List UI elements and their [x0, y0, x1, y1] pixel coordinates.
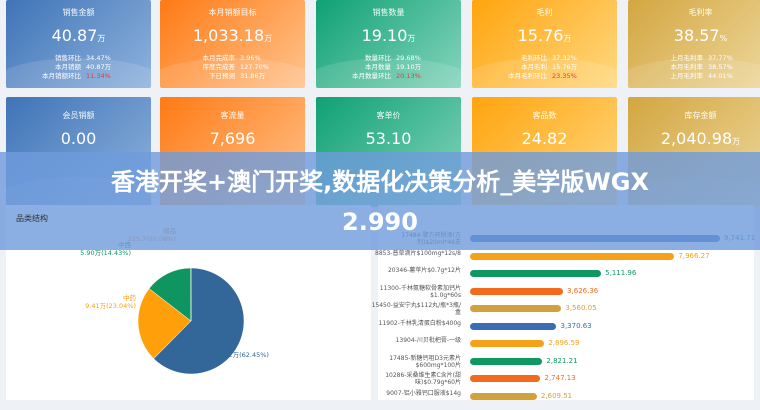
- bar[interactable]: [470, 375, 540, 382]
- bar-label: 11300-千林氨糖软骨素加钙片$1.0g*60s: [366, 285, 461, 299]
- bar-value: 3,560.05: [565, 304, 596, 312]
- kpi-value: 19.10万: [316, 26, 461, 45]
- kpi-title: 销售数量: [316, 7, 461, 18]
- bar-label: 11902-千林乳清蛋白粉$400g: [366, 320, 461, 327]
- kpi-value: 1,033.18万: [160, 26, 305, 45]
- bar-label: 13904-川贝枇杷膏-一级: [366, 337, 461, 344]
- overlay-banner: 香港开奖+澳门开奖,数据化决策分析_美学版WGX 2.990: [0, 152, 760, 250]
- bar[interactable]: [470, 288, 563, 295]
- pie-label: 西药: [214, 342, 228, 351]
- bar-label: 17485-新糖钙咀D3元素片$600mg*100片: [366, 355, 461, 369]
- pie-label: 9.41万(23.04%): [85, 302, 136, 310]
- bar[interactable]: [470, 393, 537, 400]
- bar-value: 5,111.96: [605, 269, 636, 277]
- banner-subtitle: 2.990: [0, 202, 760, 242]
- bar[interactable]: [470, 323, 556, 330]
- bar[interactable]: [470, 358, 542, 365]
- pie-label: 25.52万(62.45%): [214, 351, 269, 359]
- bar[interactable]: [470, 340, 544, 347]
- kpi-value: 7,696: [160, 129, 305, 148]
- bar-value: 7,966.27: [678, 252, 709, 260]
- bar-label: 15450-益安宁丸$112丸/瓶*3瓶/盒: [366, 302, 461, 316]
- kpi-title: 会员销额: [6, 110, 151, 121]
- pie-label: 5.90万(14.43%): [80, 249, 131, 257]
- bar-label: 10286-采桑维生素C含片(甜味)$0.79g*60片: [366, 372, 461, 386]
- bar[interactable]: [470, 305, 561, 312]
- kpi-value: 15.76万: [472, 26, 617, 45]
- bar-value: 2,896.59: [548, 339, 579, 347]
- banner-title: 香港开奖+澳门开奖,数据化决策分析_美学版WGX: [0, 162, 760, 202]
- pie-label: 中药: [123, 293, 137, 302]
- kpi-value: 38.57%: [628, 26, 760, 45]
- bar-value: 2,747.13: [544, 374, 575, 382]
- kpi-value: 53.10: [316, 129, 461, 148]
- kpi-value: 40.87万: [6, 26, 151, 45]
- bar-label: 9007-铝小雅钙口服液$14g: [366, 390, 461, 397]
- bar-value: 2,609.51: [541, 392, 572, 400]
- bar[interactable]: [470, 253, 674, 260]
- kpi-value: 0.00: [6, 129, 151, 148]
- kpi-title: 毛利: [472, 7, 617, 18]
- bar[interactable]: [470, 270, 601, 277]
- kpi-value: 2,040.98万: [628, 129, 760, 148]
- bar-value: 3,370.63: [560, 322, 591, 330]
- kpi-title: 库存金额: [628, 110, 760, 121]
- kpi-title: 本月销额目标: [160, 7, 305, 18]
- kpi-value: 24.82: [472, 129, 617, 148]
- kpi-title: 销售金额: [6, 7, 151, 18]
- panel-title: 品类结构: [16, 213, 48, 224]
- kpi-title: 客品数: [472, 110, 617, 121]
- kpi-title: 客单价: [316, 110, 461, 121]
- bar-label: 20346-薯苹片$0.7g*12片: [366, 267, 461, 274]
- kpi-title: 毛利率: [628, 7, 760, 18]
- kpi-title: 客流量: [160, 110, 305, 121]
- bar-value: 3,626.36: [567, 287, 598, 295]
- bar-value: 2,821.21: [546, 357, 577, 365]
- bar-row: 9007-铝小雅钙口服液$14g 2,609.51: [378, 388, 748, 410]
- bar-label: 8853-普草滴片$100mg*12s/8: [366, 250, 461, 257]
